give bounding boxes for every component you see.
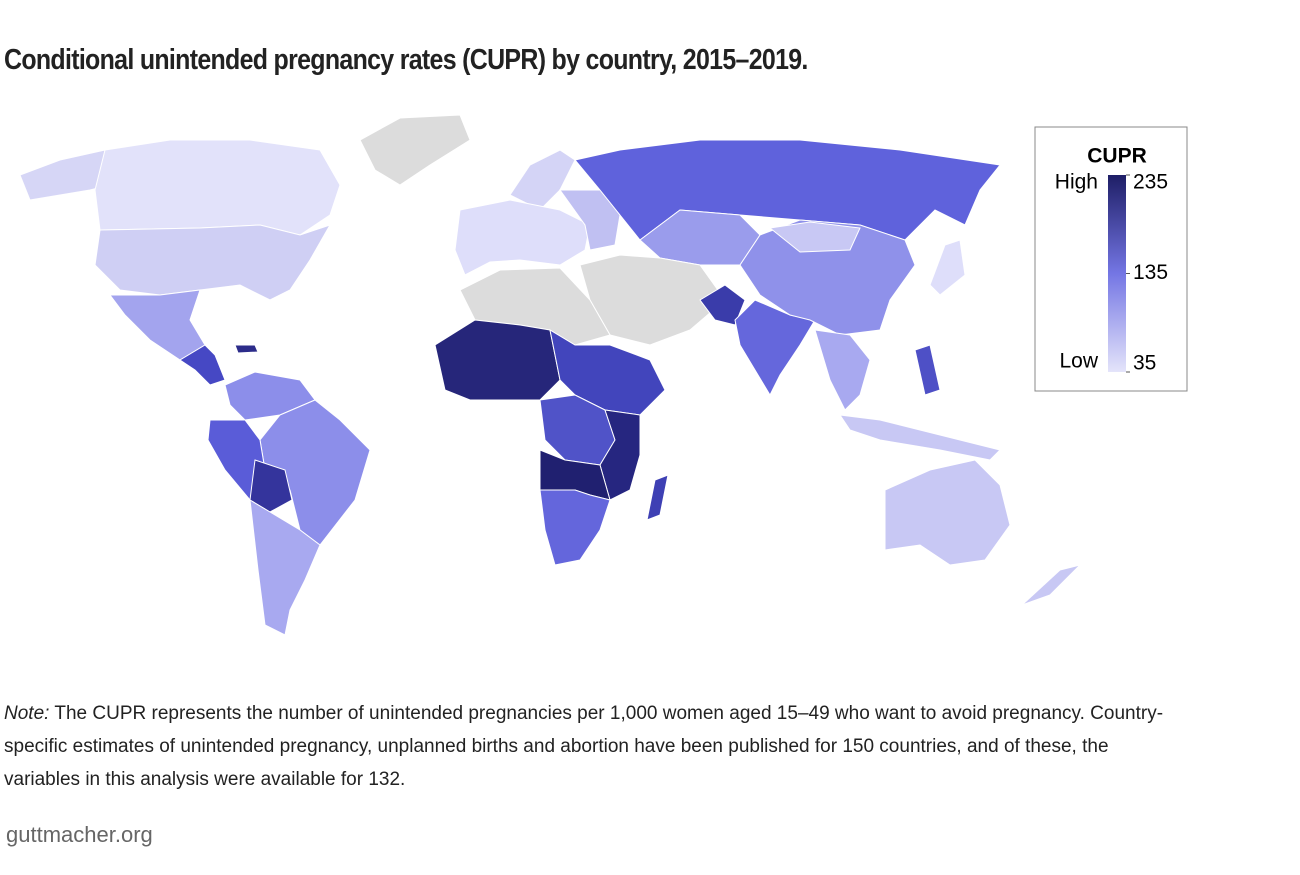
greenland [359,114,471,186]
china [739,219,916,336]
countries [19,114,1082,636]
legend: CUPR High Low 235 135 35 [1034,126,1188,392]
mongolia [768,221,861,253]
india [734,299,816,397]
philippines [914,344,941,396]
world-map: CUPR High Low 235 135 35 [19,114,1188,636]
east-africa [599,409,641,501]
note: Note: The CUPR represents the number of … [4,697,1184,796]
legend-tick-label: 35 [1133,352,1156,375]
new-zealand [1021,564,1082,606]
west-africa [434,319,561,401]
note-text: The CUPR represents the number of uninte… [4,703,1164,790]
australia [884,459,1011,566]
source: guttmacher.org [6,822,153,847]
mexico [109,289,206,361]
legend-colorbar [1108,175,1126,372]
japan [929,239,966,296]
title: Conditional unintended pregnancy rates (… [4,44,808,76]
legend-low: Low [1059,350,1098,373]
indonesia [838,414,1001,461]
southern-africa [539,489,611,566]
central-america [179,344,226,386]
caribbean [234,344,259,354]
western-europe [454,199,591,276]
legend-title: CUPR [1087,145,1147,168]
bolivia [249,459,293,513]
legend-tick-label: 235 [1133,171,1168,194]
southeast-asia [814,329,871,411]
legend-high: High [1055,171,1098,194]
usa [94,224,332,301]
sahel-east [549,328,666,416]
canada [94,139,341,236]
note-label: Note: [4,703,50,724]
russia [574,139,1001,241]
pakistan [699,284,746,326]
scandinavia [509,149,576,211]
legend-tick-label: 135 [1133,261,1168,284]
southern-cone [249,499,321,636]
madagascar [646,474,669,521]
